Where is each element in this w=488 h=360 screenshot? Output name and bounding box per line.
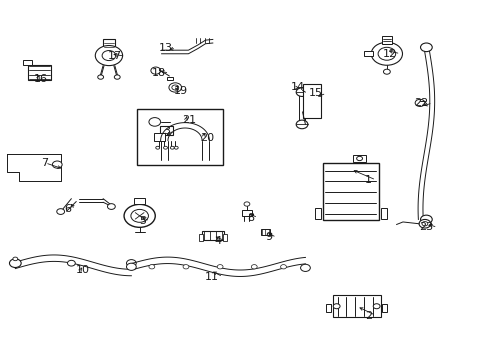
Text: 13: 13: [158, 43, 172, 53]
Circle shape: [383, 69, 389, 74]
Circle shape: [370, 42, 402, 65]
Circle shape: [126, 260, 136, 267]
Circle shape: [149, 265, 155, 269]
Circle shape: [174, 146, 178, 149]
Circle shape: [102, 50, 116, 60]
Circle shape: [156, 146, 159, 149]
Bar: [223, 234, 226, 240]
Circle shape: [149, 118, 160, 126]
Circle shape: [124, 204, 155, 227]
Bar: [322, 163, 378, 220]
Circle shape: [13, 257, 18, 261]
Text: 22: 22: [414, 98, 428, 108]
Circle shape: [106, 48, 111, 51]
Circle shape: [168, 83, 181, 92]
Text: 18: 18: [151, 68, 165, 78]
Circle shape: [296, 120, 307, 129]
Bar: [241, 210, 252, 216]
Text: 6: 6: [64, 204, 71, 215]
Text: 11: 11: [205, 272, 219, 282]
Circle shape: [414, 99, 424, 107]
Bar: [302, 84, 321, 118]
Circle shape: [420, 215, 431, 224]
Circle shape: [131, 210, 148, 222]
Text: 17: 17: [107, 51, 122, 61]
Bar: [202, 231, 224, 240]
Text: 21: 21: [182, 115, 196, 125]
Circle shape: [114, 75, 120, 79]
Circle shape: [377, 47, 395, 60]
Bar: [261, 229, 269, 234]
Bar: [381, 305, 386, 312]
Bar: [326, 305, 330, 312]
Text: 23: 23: [419, 222, 433, 232]
Circle shape: [251, 265, 257, 269]
Bar: [363, 51, 372, 56]
Text: 12: 12: [382, 49, 396, 59]
Text: 14: 14: [290, 82, 305, 93]
Circle shape: [171, 85, 178, 90]
Bar: [381, 36, 391, 44]
Circle shape: [296, 88, 307, 96]
Circle shape: [332, 304, 339, 309]
Bar: [134, 198, 145, 204]
Circle shape: [107, 204, 115, 210]
Circle shape: [420, 43, 431, 51]
Bar: [353, 155, 365, 162]
Text: 20: 20: [199, 133, 213, 143]
Circle shape: [418, 220, 430, 228]
Text: 1: 1: [365, 175, 371, 185]
Bar: [154, 133, 164, 141]
Bar: [314, 208, 320, 219]
Bar: [137, 109, 223, 165]
Bar: [332, 295, 380, 318]
Circle shape: [67, 260, 75, 266]
Circle shape: [356, 156, 362, 161]
Text: 8: 8: [246, 213, 254, 222]
Circle shape: [170, 146, 174, 149]
Circle shape: [151, 67, 160, 74]
Circle shape: [421, 222, 427, 226]
Circle shape: [300, 264, 310, 271]
Text: 5: 5: [139, 216, 146, 226]
Bar: [380, 208, 386, 219]
Circle shape: [183, 265, 188, 269]
Circle shape: [52, 161, 62, 168]
Circle shape: [9, 259, 21, 267]
Text: 2: 2: [365, 311, 371, 320]
Bar: [167, 77, 173, 80]
Text: 3: 3: [163, 126, 170, 135]
Bar: [23, 60, 32, 65]
Text: 15: 15: [308, 88, 322, 98]
Circle shape: [372, 304, 379, 309]
Circle shape: [98, 75, 103, 79]
Circle shape: [126, 263, 136, 270]
Text: 16: 16: [34, 74, 48, 84]
Circle shape: [280, 265, 286, 269]
Bar: [28, 65, 51, 80]
Bar: [159, 126, 173, 135]
Circle shape: [217, 265, 223, 269]
Bar: [102, 39, 115, 49]
Circle shape: [95, 45, 122, 66]
Bar: [198, 234, 202, 240]
Text: 7: 7: [41, 158, 48, 168]
Text: 19: 19: [173, 86, 187, 96]
Circle shape: [163, 146, 167, 149]
Text: 10: 10: [76, 265, 90, 275]
Circle shape: [57, 209, 64, 215]
Text: 9: 9: [265, 232, 272, 242]
Circle shape: [244, 202, 249, 206]
Text: 4: 4: [214, 236, 221, 246]
